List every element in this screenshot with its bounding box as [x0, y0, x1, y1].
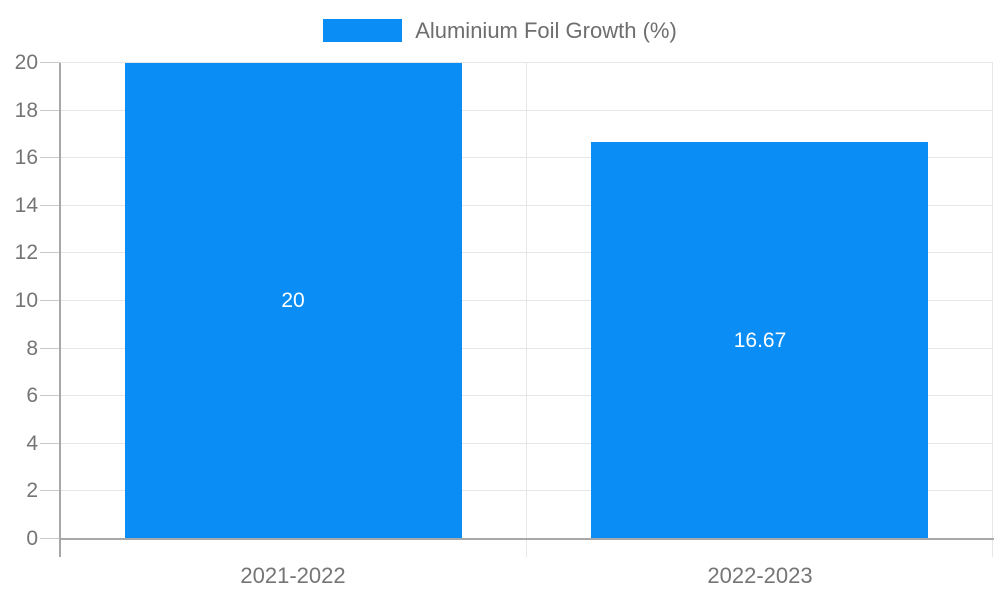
bar-2022-2023[interactable] — [591, 142, 928, 539]
x-tick-label: 2021-2022 — [240, 563, 346, 588]
y-tick-label: 20 — [14, 51, 38, 74]
y-gridline — [60, 62, 993, 63]
y-tick — [40, 110, 60, 111]
legend: Aluminium Foil Growth (%) — [0, 17, 1000, 44]
y-tick — [40, 538, 60, 539]
y-axis-line — [59, 63, 61, 557]
y-tick-label: 12 — [14, 241, 38, 264]
y-tick-label: 8 — [26, 337, 38, 360]
category-gridline — [992, 63, 993, 557]
legend-label: Aluminium Foil Growth (%) — [415, 18, 677, 43]
x-tick-label: 2022-2023 — [707, 563, 813, 588]
bar-2021-2022[interactable] — [125, 63, 462, 539]
y-tick — [40, 490, 60, 491]
y-tick-label: 14 — [14, 194, 38, 217]
x-axis-line — [59, 538, 994, 540]
y-tick-label: 0 — [26, 527, 38, 550]
y-tick — [40, 300, 60, 301]
y-tick-label: 6 — [26, 384, 38, 407]
y-tick-label: 18 — [14, 99, 38, 122]
y-tick — [40, 157, 60, 158]
y-tick — [40, 252, 60, 253]
y-tick — [40, 205, 60, 206]
y-tick-label: 10 — [14, 289, 38, 312]
y-tick — [40, 62, 60, 63]
legend-swatch — [323, 19, 403, 42]
y-tick — [40, 443, 60, 444]
y-tick-label: 2 — [26, 479, 38, 502]
bar-value-label: 16.67 — [733, 329, 787, 352]
bar-value-label: 20 — [281, 289, 305, 312]
y-tick-label: 16 — [14, 146, 38, 169]
y-tick — [40, 395, 60, 396]
y-tick-label: 4 — [26, 432, 38, 455]
y-tick — [40, 348, 60, 349]
category-gridline — [526, 63, 527, 557]
